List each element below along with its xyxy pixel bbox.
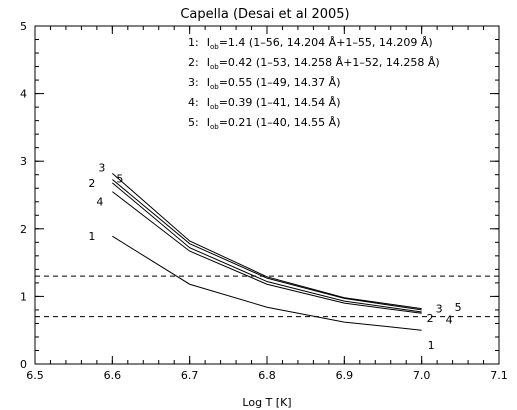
legend-entry: 4: Iob=0.39 (1–41, 14.54 Å) xyxy=(188,96,341,111)
curve-label-end-5: 5 xyxy=(455,301,462,314)
legend-entry-number: 4: xyxy=(188,96,199,109)
chart-title: Capella (Desai et al 2005) xyxy=(180,7,349,22)
legend-entry-text: =0.55 (1–49, 14.37 Å) xyxy=(219,76,341,89)
x-tick-label: 6.5 xyxy=(26,369,44,382)
legend-entry-text: =1.4 (1–56, 14.204 Å+1–55, 14.209 Å) xyxy=(219,36,433,49)
legend-entry-symbol: I xyxy=(207,96,210,109)
legend-entry-text: =0.42 (1–53, 14.258 Å+1–52, 14.258 Å) xyxy=(219,56,440,69)
legend-entry: 2: Iob=0.42 (1–53, 14.258 Å+1–52, 14.258 … xyxy=(188,56,440,71)
legend-entry-number: 5: xyxy=(188,116,199,129)
y-tick-label: 4 xyxy=(20,88,27,101)
x-axis-label: Log T [K] xyxy=(242,396,291,409)
y-tick-label: 5 xyxy=(20,20,27,33)
curve-label-end-1: 1 xyxy=(428,339,435,352)
curve-label-end-4: 4 xyxy=(446,313,453,326)
legend-entry-number: 2: xyxy=(188,56,199,69)
legend-entry: 1: Iob=1.4 (1–56, 14.204 Å+1–55, 14.209 Å… xyxy=(188,36,433,51)
y-tick-label: 0 xyxy=(20,358,27,371)
curve-label-start-1: 1 xyxy=(88,230,95,243)
series-line-1 xyxy=(112,235,422,331)
curve-label-start-2: 2 xyxy=(88,177,95,190)
legend-entry-subscript: ob xyxy=(210,123,219,131)
legend-entry-number: 1: xyxy=(188,36,199,49)
legend-entry-subscript: ob xyxy=(210,63,219,71)
legend-entry-symbol: I xyxy=(207,36,210,49)
x-tick-label: 6.8 xyxy=(258,369,276,382)
legend-entry-subscript: ob xyxy=(210,103,219,111)
legend-entry-symbol: I xyxy=(207,116,210,129)
series-line-4 xyxy=(112,191,422,314)
y-tick-label: 1 xyxy=(20,290,27,303)
curve-label-end-3: 3 xyxy=(436,303,443,316)
legend-entry: 3: Iob=0.55 (1–49, 14.37 Å) xyxy=(188,76,341,91)
legend-entry: 5: Iob=0.21 (1–40, 14.55 Å) xyxy=(188,116,341,131)
x-tick-label: 6.6 xyxy=(104,369,122,382)
curve-label-start-4: 4 xyxy=(96,196,103,209)
legend-entry-number: 3: xyxy=(188,76,199,89)
x-tick-label: 7.0 xyxy=(413,369,431,382)
series-line-3 xyxy=(112,172,422,310)
legend-entry-text: =0.39 (1–41, 14.54 Å) xyxy=(219,96,341,109)
legend-entry-symbol: I xyxy=(207,56,210,69)
y-tick-label: 3 xyxy=(20,155,27,168)
legend-entry-symbol: I xyxy=(207,76,210,89)
curve-label-start-5: 5 xyxy=(116,172,123,185)
y-tick-label: 2 xyxy=(20,223,27,236)
x-tick-label: 7.1 xyxy=(490,369,508,382)
series-line-5 xyxy=(112,179,422,311)
x-tick-label: 6.9 xyxy=(336,369,354,382)
legend-entry-subscript: ob xyxy=(210,43,219,51)
curve-label-end-2: 2 xyxy=(427,312,434,325)
series-line-2 xyxy=(112,182,422,313)
x-tick-label: 6.7 xyxy=(181,369,199,382)
legend-entry-text: =0.21 (1–40, 14.55 Å) xyxy=(219,116,341,129)
curve-label-start-3: 3 xyxy=(98,161,105,174)
legend-entry-subscript: ob xyxy=(210,83,219,91)
